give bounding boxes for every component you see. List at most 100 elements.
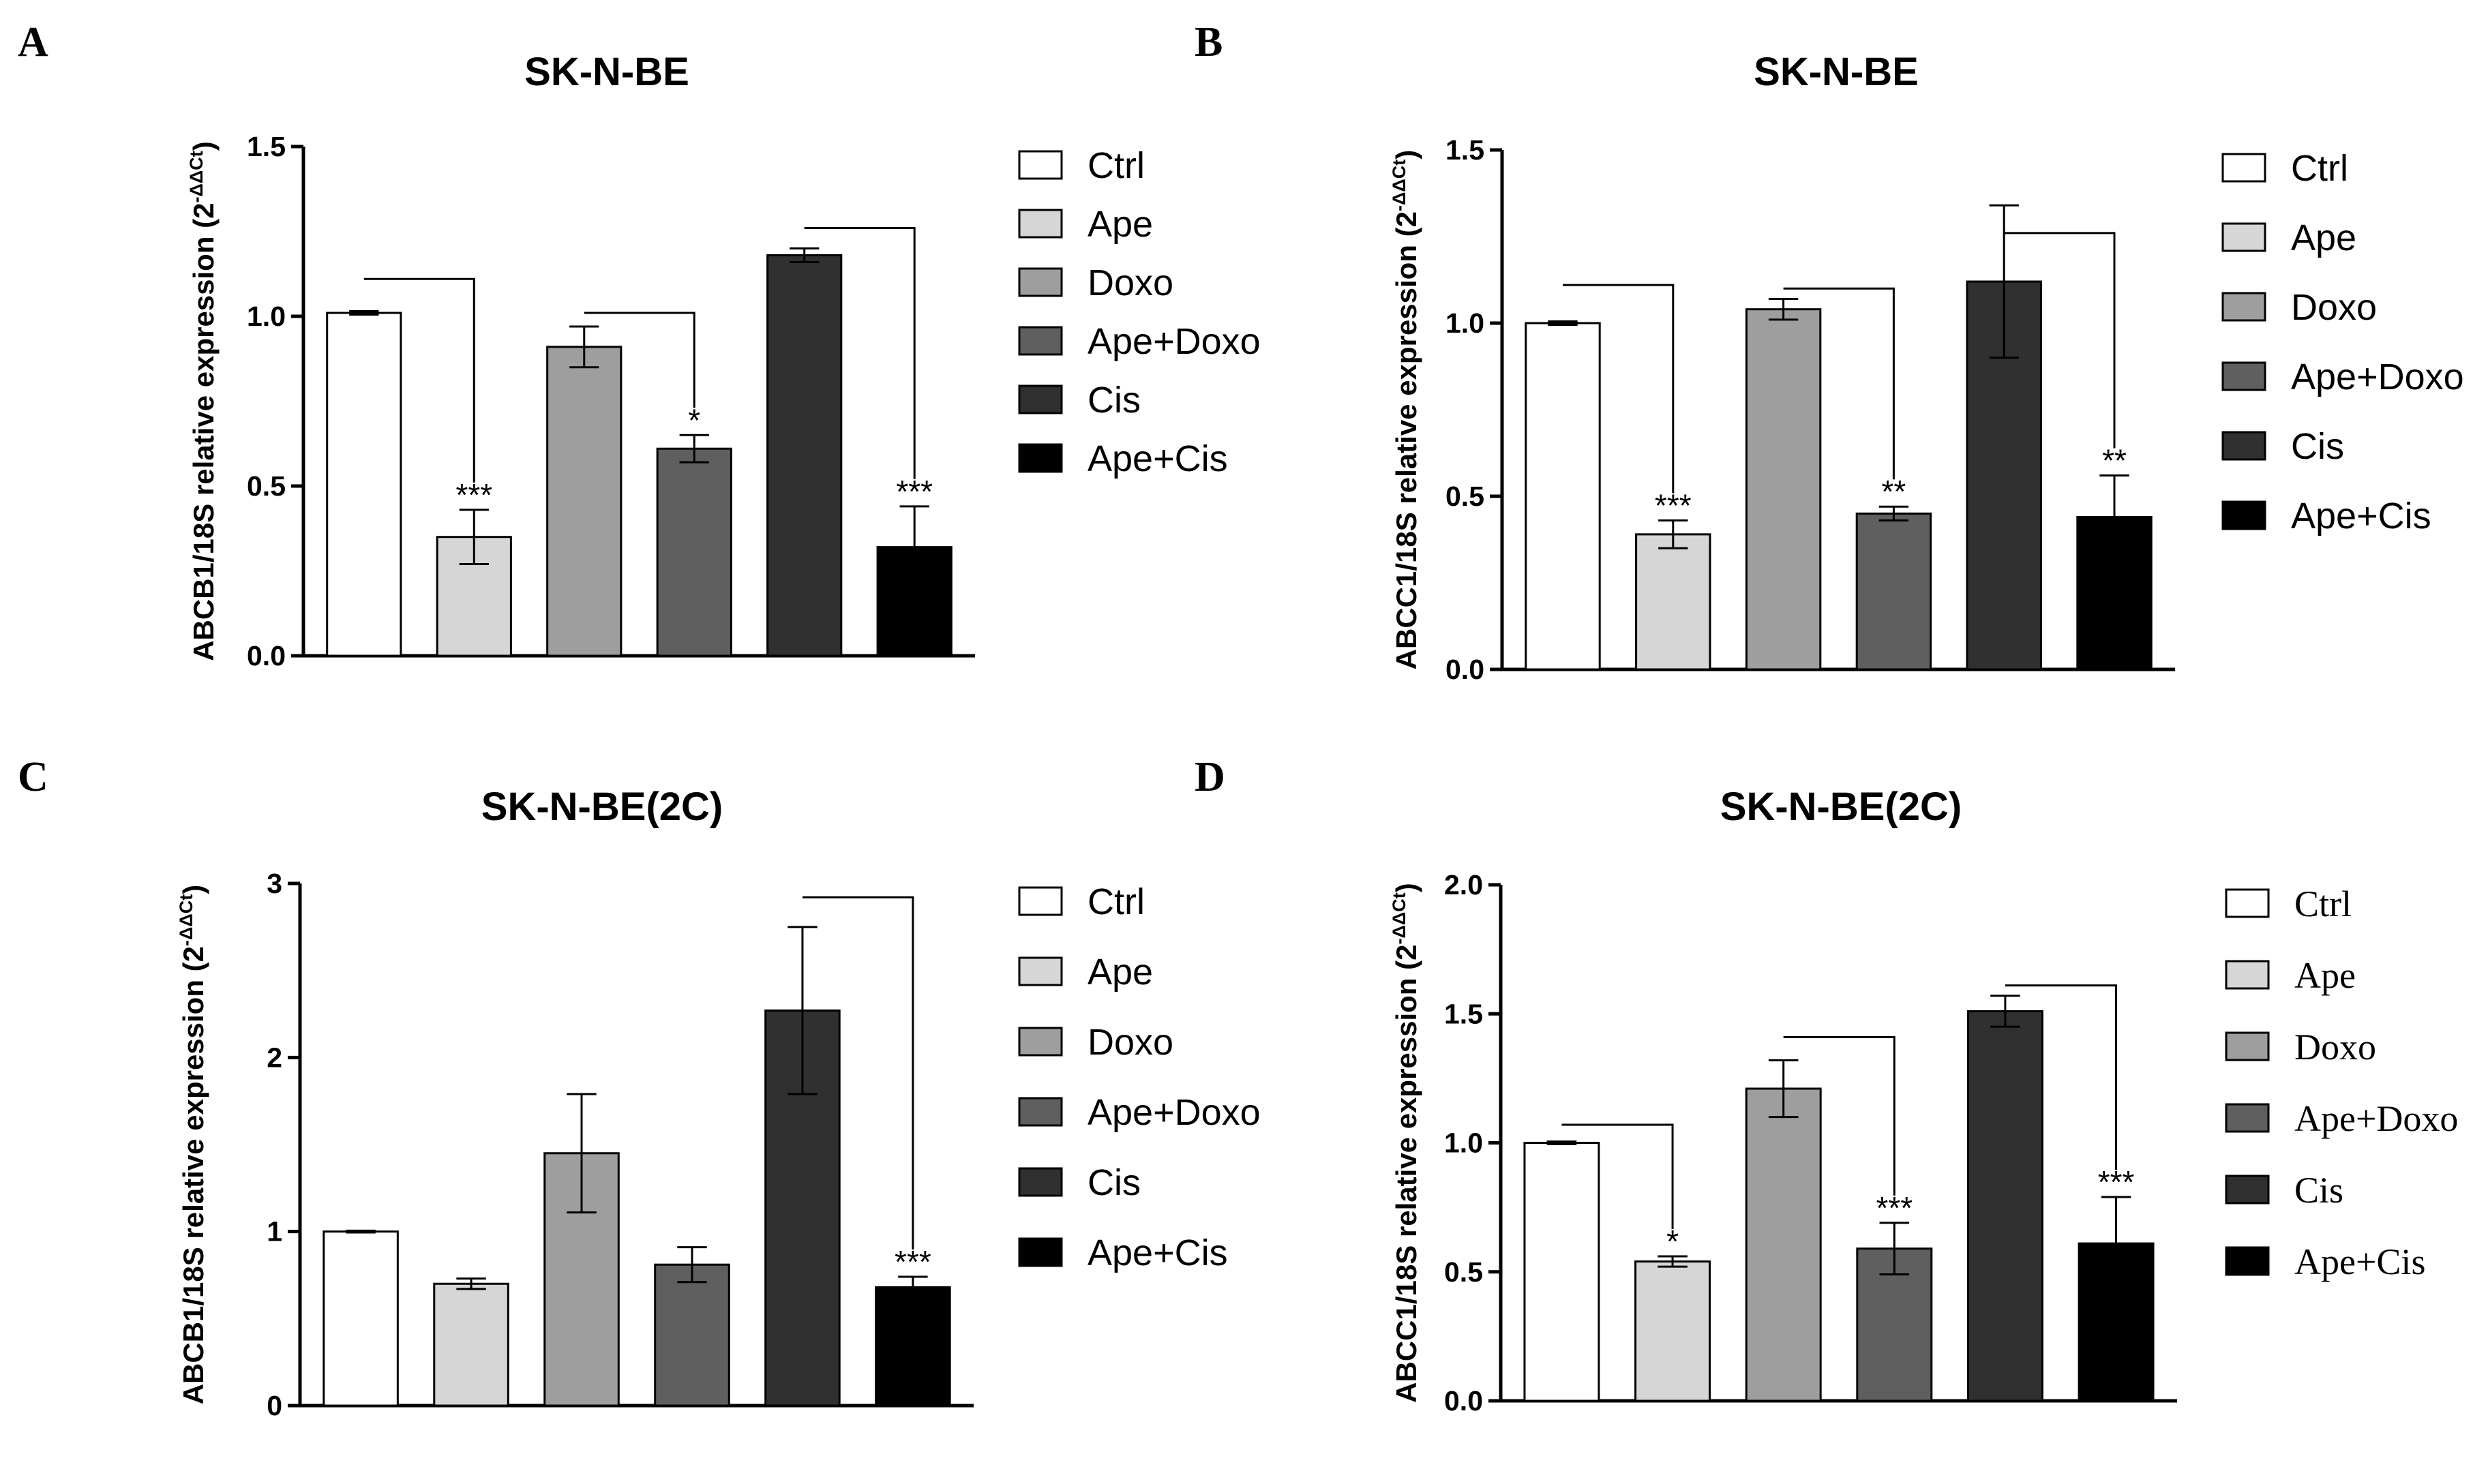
comparison-bracket bbox=[1561, 1123, 1674, 1230]
legend-label-ape-plus-cis: Ape+Cis bbox=[1088, 1232, 1228, 1273]
y-tick-label: 1.5 bbox=[247, 131, 286, 162]
significance-label: *** bbox=[2098, 1164, 2135, 1200]
legend-swatch-ape-plus-doxo bbox=[2225, 1103, 2270, 1133]
bar-doxo bbox=[1745, 1087, 1822, 1402]
comparison-bracket bbox=[363, 277, 475, 483]
panel-b: B SK-N-BE ABCC1/18S relative expression (2… bbox=[1195, 19, 2464, 685]
legend-swatch-doxo bbox=[1018, 267, 1063, 297]
legend: Ctrl Ape Doxo Ape+Doxo Cis Ape+Cis bbox=[1018, 145, 1261, 479]
bar-ape bbox=[1635, 533, 1711, 671]
legend-label-ctrl: Ctrl bbox=[1088, 881, 1145, 922]
significance-label: *** bbox=[455, 477, 492, 513]
bar-ape-plus-doxo bbox=[654, 1263, 730, 1407]
legend-label-cis: Cis bbox=[2291, 426, 2344, 467]
y-tick-label: 0.5 bbox=[1445, 481, 1484, 512]
y-tick-label: 0.5 bbox=[247, 470, 286, 502]
significance-label: * bbox=[1666, 1224, 1679, 1259]
y-tick-label: 0.0 bbox=[1445, 654, 1484, 685]
legend-label-ape-plus-doxo: Ape+Doxo bbox=[2291, 357, 2464, 397]
y-axis-label-close: ) bbox=[177, 885, 209, 894]
legend-swatch-ape bbox=[1018, 209, 1063, 239]
chart-title: SK-N-BE bbox=[524, 50, 689, 94]
comparison-bracket bbox=[804, 227, 916, 479]
significance-label: * bbox=[688, 402, 700, 438]
legend: Ctrl Ape Doxo Ape+Doxo Cis Ape+Cis bbox=[2221, 148, 2464, 536]
bar-ape-plus-cis bbox=[875, 1286, 951, 1407]
legend-swatch-ape-plus-cis bbox=[1018, 1237, 1063, 1267]
legend-label-doxo: Doxo bbox=[1088, 1022, 1173, 1063]
chart-title: SK-N-BE(2C) bbox=[481, 785, 723, 829]
bar-cis bbox=[1966, 1010, 2043, 1402]
bar-ape-plus-doxo bbox=[656, 447, 732, 657]
y-tick-label: 1.0 bbox=[1444, 1127, 1483, 1159]
legend-label-ape-plus-doxo: Ape+Doxo bbox=[1088, 321, 1261, 362]
significance-label: *** bbox=[1655, 488, 1692, 524]
panel-a: A SK-N-BE ABCB1/18S relative expression (2… bbox=[18, 19, 1261, 671]
y-tick-label: 1.5 bbox=[1445, 134, 1484, 166]
legend-swatch-ctrl bbox=[2225, 888, 2270, 918]
comparison-bracket bbox=[584, 312, 695, 408]
significance-label: *** bbox=[1876, 1190, 1913, 1226]
y-axis-label-text: ABCC1/18S relative expression (2 bbox=[1390, 944, 1422, 1402]
legend-swatch-ctrl bbox=[1018, 886, 1063, 916]
y-axis-label-close: ) bbox=[1390, 150, 1422, 160]
comparison-bracket bbox=[2004, 232, 2116, 449]
comparison-bracket bbox=[1562, 284, 1675, 494]
y-tick-label: 1 bbox=[267, 1216, 282, 1247]
legend-label-ape: Ape bbox=[2294, 955, 2356, 996]
legend-swatch-cis bbox=[1018, 384, 1063, 414]
chart-title: SK-N-BE bbox=[1754, 50, 1919, 94]
y-axis-label: ABCB1/18S relative expression (2-ΔΔCt) bbox=[186, 141, 220, 661]
legend-swatch-ape bbox=[1018, 956, 1063, 986]
legend-label-ape-plus-doxo: Ape+Doxo bbox=[2294, 1098, 2458, 1139]
bar-doxo bbox=[1745, 308, 1822, 671]
y-tick-label: 0 bbox=[267, 1390, 282, 1421]
significance-label: ** bbox=[1881, 474, 1906, 509]
legend: Ctrl Ape Doxo Ape+Doxo Cis Ape+Cis bbox=[2225, 883, 2458, 1282]
bar-ape bbox=[433, 1282, 509, 1407]
y-axis-label-superscript: -ΔΔCt bbox=[176, 894, 196, 946]
y-tick-label: 1.0 bbox=[1445, 307, 1484, 339]
legend-swatch-cis bbox=[1018, 1167, 1063, 1197]
legend-swatch-doxo bbox=[1018, 1027, 1063, 1057]
bar-ctrl bbox=[323, 1230, 399, 1407]
legend-label-ctrl: Ctrl bbox=[1088, 145, 1145, 186]
legend-swatch-ctrl bbox=[2221, 153, 2266, 183]
legend-label-ctrl: Ctrl bbox=[2291, 148, 2348, 189]
legend-swatch-ape bbox=[2225, 960, 2270, 990]
bar-doxo bbox=[546, 346, 623, 657]
y-axis-label-superscript: -ΔΔCt bbox=[1389, 160, 1409, 211]
bar-ape bbox=[1634, 1260, 1711, 1402]
legend-swatch-cis bbox=[2221, 431, 2266, 461]
y-tick-label: 0.0 bbox=[1444, 1385, 1483, 1417]
legend-label-ape: Ape bbox=[1088, 952, 1153, 993]
legend-swatch-ape-plus-cis bbox=[2221, 500, 2266, 530]
legend-swatch-ape-plus-doxo bbox=[1018, 1097, 1063, 1127]
legend: Ctrl Ape Doxo Ape+Doxo Cis Ape+Cis bbox=[1018, 881, 1261, 1273]
y-axis-label: ABCC1/18S relative expression (2-ΔΔCt) bbox=[1389, 150, 1422, 670]
legend-swatch-cis bbox=[2225, 1175, 2270, 1205]
legend-swatch-ctrl bbox=[1018, 150, 1063, 180]
y-axis-label: ABCC1/18S relative expression (2-ΔΔCt) bbox=[1389, 883, 1422, 1403]
y-tick-label: 2.0 bbox=[1444, 869, 1483, 900]
panel-d: D SK-N-BE(2C) ABCC1/18S relative expressio… bbox=[1195, 754, 2458, 1417]
y-axis-label-superscript: -ΔΔCt bbox=[186, 151, 207, 202]
y-tick-label: 3 bbox=[267, 868, 282, 899]
legend-swatch-ape bbox=[2221, 222, 2266, 252]
legend-swatch-ape-plus-cis bbox=[2225, 1246, 2270, 1276]
y-axis-label-text: ABCB1/18S relative expression (2 bbox=[177, 946, 209, 1404]
panel-letter: B bbox=[1195, 19, 1223, 65]
legend-label-doxo: Doxo bbox=[2294, 1027, 2376, 1067]
panel-letter: D bbox=[1195, 754, 1225, 800]
legend-swatch-doxo bbox=[2225, 1031, 2270, 1061]
legend-label-doxo: Doxo bbox=[2291, 287, 2377, 328]
panel-c: C SK-N-BE(2C) ABCB1/18S relative expressio… bbox=[18, 754, 1261, 1421]
y-axis-label-text: ABCB1/18S relative expression (2 bbox=[188, 202, 220, 661]
y-axis-label-superscript: -ΔΔCt bbox=[1389, 892, 1409, 944]
legend-swatch-ape-plus-doxo bbox=[2221, 361, 2266, 391]
legend-label-ape-plus-cis: Ape+Cis bbox=[1088, 438, 1228, 479]
legend-label-doxo: Doxo bbox=[1088, 262, 1173, 303]
significance-label: *** bbox=[896, 474, 933, 509]
